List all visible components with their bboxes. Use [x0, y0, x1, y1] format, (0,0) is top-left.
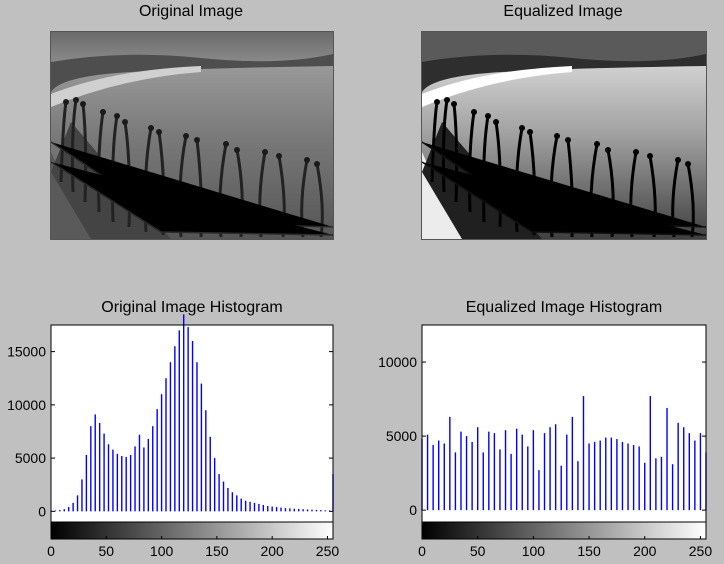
equalized-histogram-plot-area — [422, 325, 706, 522]
original-histogram-ytick-label: 10000 — [7, 397, 46, 413]
equalized-image-title: Equalized Image — [503, 3, 623, 20]
equalized-histogram-title: Equalized Image Histogram — [466, 299, 663, 316]
equalized-histogram-xtick-label: 0 — [418, 543, 426, 559]
original-histogram-xtick-label: 150 — [205, 543, 229, 559]
original-image — [50, 31, 334, 240]
equalized-histogram-xtick-label: 250 — [689, 543, 713, 559]
original-histogram-ytick-label: 0 — [38, 503, 46, 519]
original-histogram-xtick-label: 0 — [47, 543, 55, 559]
equalized-histogram-xtick-label: 200 — [633, 543, 657, 559]
equalized-histogram-ytick-label: 5000 — [386, 428, 417, 444]
original-histogram-xtick-label: 100 — [150, 543, 174, 559]
original-image-graphic — [51, 32, 333, 239]
original-histogram-xtick-label: 250 — [316, 543, 340, 559]
equalized-image-graphic — [422, 32, 706, 239]
original-histogram-ytick-label: 5000 — [15, 450, 46, 466]
equalized-histogram-ytick-label: 10000 — [378, 354, 417, 370]
equalized-histogram-colorbar — [421, 521, 707, 540]
original-histogram-title: Original Image Histogram — [101, 299, 282, 316]
original-histogram-ytick-label: 15000 — [7, 344, 46, 360]
equalized-histogram-xtick-label: 150 — [577, 543, 601, 559]
original-histogram-colorbar — [50, 521, 334, 540]
equalized-image — [421, 31, 707, 240]
equalized-histogram-xtick-label: 50 — [470, 543, 486, 559]
equalized-histogram-ytick-label: 0 — [409, 502, 417, 518]
equalized-histogram-axes-box — [421, 324, 707, 523]
original-image-title: Original Image — [138, 3, 244, 20]
original-histogram-xtick-label: 200 — [260, 543, 284, 559]
original-histogram-axes-box — [50, 324, 334, 523]
original-histogram-xtick-label: 50 — [99, 543, 115, 559]
equalized-histogram-xtick-label: 100 — [522, 543, 546, 559]
